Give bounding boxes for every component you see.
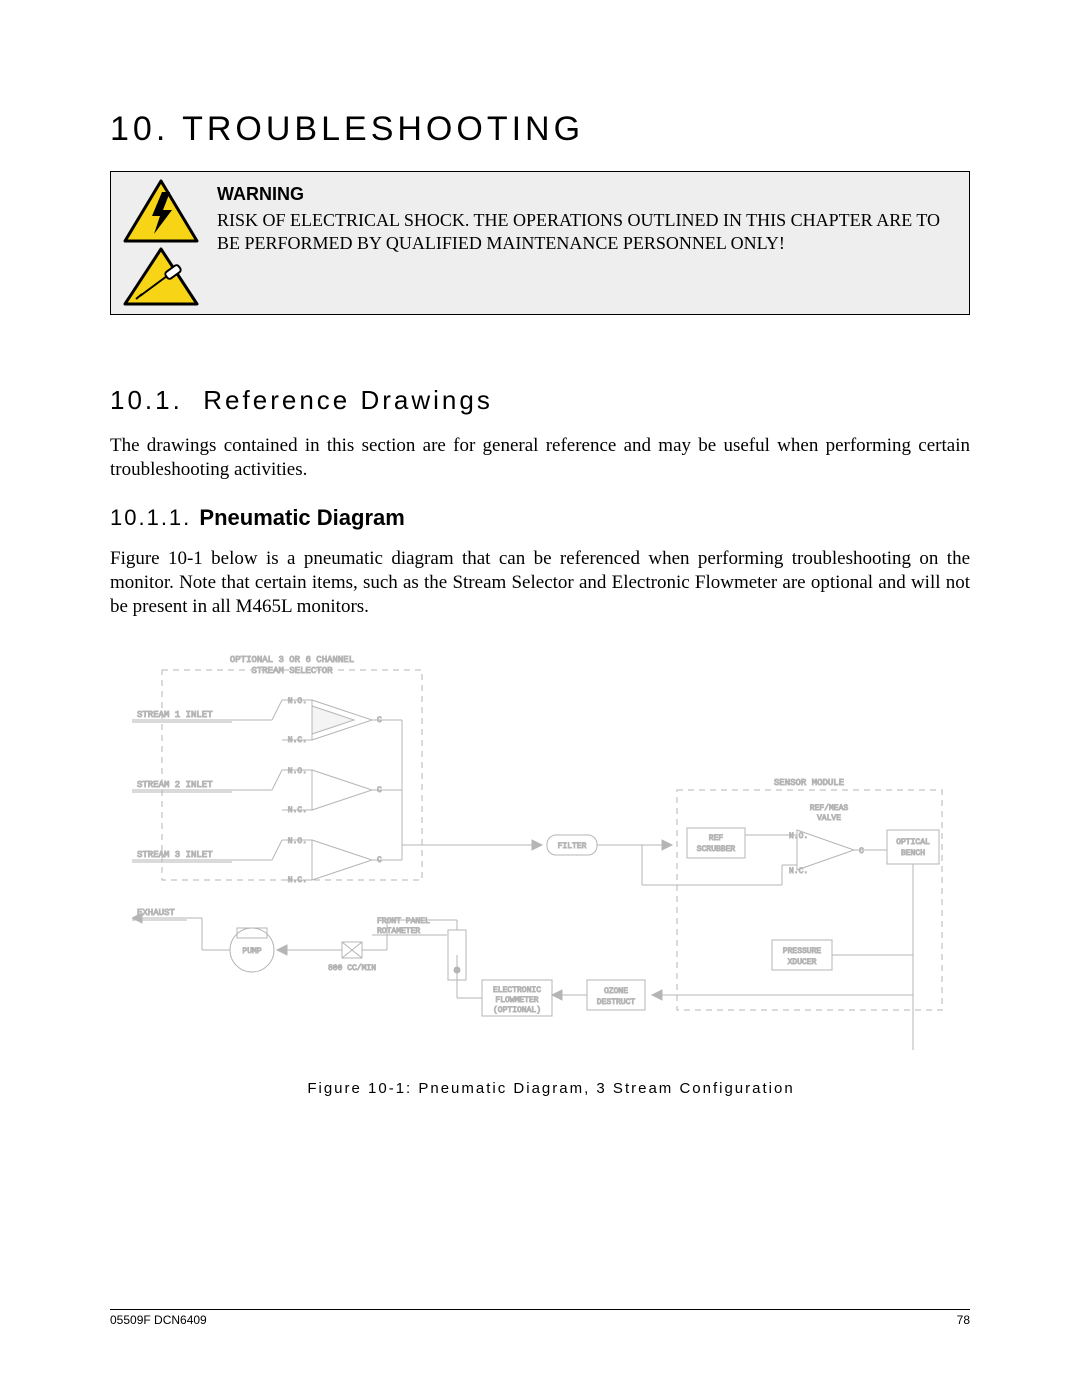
chapter-number: 10. <box>110 110 169 148</box>
footer-left: 05509F DCN6409 <box>110 1313 207 1327</box>
label-ozone: OZONE <box>604 987 628 996</box>
section-10-1-1-heading: 10.1.1. Pneumatic Diagram <box>110 505 970 531</box>
label-stream3: STREAM 3 INLET <box>137 850 213 860</box>
warning-icons <box>111 172 211 314</box>
section-10-1-heading: 10.1. Reference Drawings <box>110 385 970 416</box>
page: 10. TROUBLESHOOTING WARNING RISK OF ELEC… <box>0 0 1080 1397</box>
label-flowrate: 800 CC/MIN <box>328 964 376 973</box>
label-stream2: STREAM 2 INLET <box>137 780 213 790</box>
warning-body: RISK OF ELECTRICAL SHOCK. THE OPERATIONS… <box>217 209 955 254</box>
label-stream1: STREAM 1 INLET <box>137 710 213 720</box>
section-10-1-1-number: 10.1.1. <box>110 505 191 530</box>
label-ref: REF <box>709 834 724 843</box>
label-filter: FILTER <box>558 842 587 851</box>
section-10-1-1-title: Pneumatic Diagram <box>199 505 404 530</box>
label-pump: PUMP <box>242 947 261 956</box>
label-stream-selector-l2: STREAM SELECTOR <box>251 666 333 676</box>
section-10-1-number: 10.1. <box>110 385 183 415</box>
label-no-1: N.O. <box>288 697 307 706</box>
section-10-1-1-body: Figure 10-1 below is a pneumatic diagram… <box>110 547 970 620</box>
label-destruct: DESTRUCT <box>597 998 636 1007</box>
label-electronic: ELECTRONIC <box>493 986 541 995</box>
section-10-1-body: The drawings contained in this section a… <box>110 434 970 483</box>
screwdriver-icon <box>122 246 200 308</box>
label-scrubber: SCRUBBER <box>697 845 736 854</box>
warning-text: WARNING RISK OF ELECTRICAL SHOCK. THE OP… <box>211 172 969 314</box>
label-nc-rm: N.C. <box>789 867 808 876</box>
page-footer: 05509F DCN6409 78 <box>110 1309 970 1327</box>
warning-heading: WARNING <box>217 184 955 205</box>
label-no-3: N.O. <box>288 837 307 846</box>
label-c-rm: C <box>859 847 864 856</box>
figure-caption: Figure 10-1: Pneumatic Diagram, 3 Stream… <box>132 1080 970 1097</box>
label-exhaust: EXHAUST <box>137 908 175 918</box>
chapter-title: TROUBLESHOOTING <box>182 110 584 148</box>
label-optical: OPTICAL <box>896 838 930 847</box>
label-flowmeter: FLOWMETER <box>495 996 538 1005</box>
footer-right: 78 <box>957 1313 970 1327</box>
label-optional: (OPTIONAL) <box>493 1006 541 1015</box>
label-pressure: PRESSURE <box>783 947 822 956</box>
electrical-hazard-icon <box>122 178 200 246</box>
label-bench: BENCH <box>901 849 925 858</box>
section-10-1-title: Reference Drawings <box>203 385 493 415</box>
label-front-panel: FRONT PANEL <box>377 917 430 926</box>
chapter-heading: 10. TROUBLESHOOTING <box>110 110 970 149</box>
label-no-2: N.O. <box>288 767 307 776</box>
label-stream-selector-l1: OPTIONAL 3 OR 6 CHANNEL <box>230 655 354 665</box>
label-xducer: XDUCER <box>788 958 817 967</box>
label-refmeas: REF/MEAS <box>810 804 849 813</box>
label-sensor-module: SENSOR MODULE <box>774 778 844 788</box>
label-valve: VALVE <box>817 814 841 823</box>
warning-box: WARNING RISK OF ELECTRICAL SHOCK. THE OP… <box>110 171 970 315</box>
pneumatic-diagram: OPTIONAL 3 OR 6 CHANNEL STREAM SELECTOR … <box>132 650 970 1097</box>
